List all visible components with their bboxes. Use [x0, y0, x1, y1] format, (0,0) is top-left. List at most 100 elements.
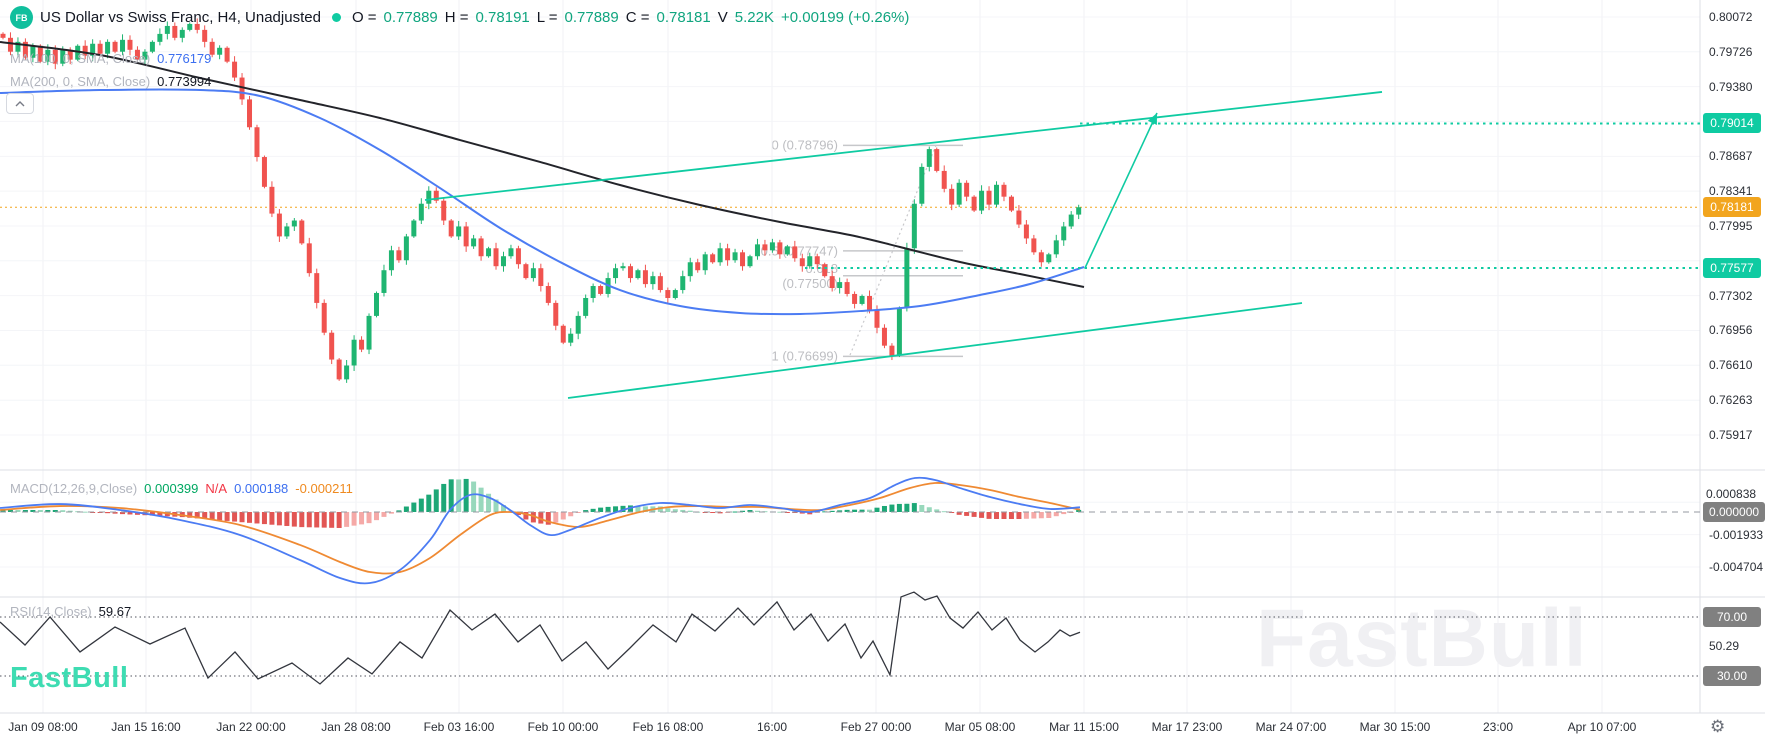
- candle-body: [105, 41, 111, 54]
- macd-hist-bar: [560, 512, 566, 520]
- candle-body: [1076, 207, 1082, 215]
- price-tick-label[interactable]: 0.79726: [1709, 44, 1753, 59]
- macd-hist-bar: [22, 510, 28, 512]
- settings-gear-icon[interactable]: ⚙: [1710, 717, 1726, 736]
- time-tick-label[interactable]: Feb 27 00:00: [840, 720, 912, 734]
- price-tick-label[interactable]: 0.75917: [1709, 428, 1753, 442]
- macd-hist-bar: [538, 512, 544, 524]
- macd-value: 0.000399: [144, 481, 199, 496]
- candle-body: [456, 226, 462, 237]
- change-value: +0.00199 (+0.26%): [780, 9, 910, 26]
- macd-hist-bar: [852, 509, 858, 512]
- macd-hist-bar: [15, 510, 21, 512]
- macd-hist-bar: [120, 512, 126, 515]
- macd-na-value: N/A: [205, 481, 228, 496]
- rsi-band-badge: 70.00: [1703, 607, 1761, 627]
- candle-body: [926, 149, 932, 167]
- time-tick-label[interactable]: Feb 03 16:00: [423, 720, 495, 734]
- macd-hist-bar: [149, 512, 155, 516]
- macd-hist-bar: [60, 510, 66, 512]
- time-tick-label[interactable]: 23:00: [1482, 720, 1514, 734]
- macd-tick-label[interactable]: -0.004704: [1709, 559, 1764, 574]
- macd-hist-bar: [217, 512, 223, 521]
- symbol-legend: FB US Dollar vs Swiss Franc, H4, Unadjus…: [10, 6, 909, 29]
- macd-hist-bar: [478, 487, 484, 512]
- time-tick-label[interactable]: Feb 16 08:00: [632, 720, 704, 734]
- candle-body: [725, 248, 731, 261]
- rsi-legend: RSI(14,Close) 59.67: [10, 604, 131, 619]
- candle-body: [695, 262, 701, 271]
- price-tick-label[interactable]: 0.78341: [1709, 184, 1753, 199]
- candle-body: [441, 200, 447, 221]
- price-tick-label[interactable]: 0.80072: [1709, 10, 1753, 24]
- candle-body: [1001, 184, 1007, 197]
- macd-hist-bar: [904, 503, 910, 512]
- time-tick-label[interactable]: Mar 11 15:00: [1049, 720, 1119, 734]
- time-tick-label[interactable]: Jan 22 00:00: [216, 720, 286, 734]
- time-tick-label[interactable]: Jan 28 08:00: [321, 720, 391, 734]
- candle-body: [635, 270, 641, 279]
- price-tick-label[interactable]: 0.77995: [1709, 218, 1753, 233]
- candle-body: [672, 290, 678, 298]
- candle-body: [7, 37, 13, 52]
- symbol-title: US Dollar vs Swiss Franc, H4, Unadjusted: [40, 9, 321, 26]
- candle-body: [919, 166, 925, 204]
- ma200-value: 0.773994: [157, 74, 212, 89]
- candle-body: [82, 45, 88, 56]
- macd-hist-bar: [403, 506, 409, 512]
- candle-body: [75, 45, 81, 60]
- candle-body: [418, 203, 424, 221]
- candle-body: [807, 256, 813, 267]
- macd-hist-bar: [956, 512, 962, 515]
- close-label: C =: [625, 9, 650, 26]
- price-tick-label[interactable]: 0.77302: [1709, 288, 1753, 303]
- macd-hist-bar: [964, 512, 970, 516]
- macd-hist-bar: [777, 511, 783, 513]
- candle-body: [986, 190, 992, 205]
- time-tick-label[interactable]: 16:00: [756, 720, 788, 734]
- macd-hist-bar: [448, 479, 454, 512]
- time-tick-label[interactable]: Mar 05 08:00: [944, 720, 1016, 734]
- macd-hist-bar: [732, 511, 738, 513]
- candle-body: [642, 270, 648, 285]
- time-tick-label[interactable]: Jan 15 16:00: [111, 720, 181, 734]
- ma100-line: [0, 88, 1085, 316]
- macd-hist-bar: [500, 505, 506, 512]
- macd-hist-bar: [321, 512, 327, 528]
- candle-body: [90, 43, 96, 56]
- candle-body: [187, 23, 193, 30]
- macd-hist-value: -0.000211: [295, 481, 353, 496]
- macd-hist-bar: [710, 512, 716, 513]
- macd-hist-bar: [1046, 512, 1052, 518]
- candle-body: [321, 302, 327, 333]
- time-tick-label[interactable]: Apr 10 07:00: [1567, 720, 1637, 734]
- candle-body: [896, 307, 902, 356]
- price-tick-label[interactable]: 0.79380: [1709, 79, 1753, 94]
- candle-body: [971, 196, 977, 211]
- watermark-large: FastBull: [1256, 593, 1588, 684]
- macd-hist-bar: [493, 499, 499, 512]
- macd-hist-bar: [994, 512, 1000, 520]
- price-tick-label[interactable]: 0.76610: [1709, 358, 1753, 373]
- time-tick-label[interactable]: Jan 09 08:00: [8, 720, 78, 734]
- collapse-legend-button[interactable]: [6, 93, 34, 114]
- macd-hist-bar: [545, 512, 551, 525]
- fib-level-label: 1 (0.76699): [771, 348, 839, 364]
- fastbull-logo-icon: FB: [10, 6, 33, 29]
- macd-hist-bar: [740, 510, 746, 512]
- candle-body: [1053, 240, 1059, 255]
- time-tick-label[interactable]: Mar 30 15:00: [1359, 720, 1431, 734]
- time-tick-label[interactable]: Feb 10 00:00: [527, 720, 599, 734]
- price-tick-label[interactable]: 0.76956: [1709, 323, 1753, 338]
- macd-hist-bar: [971, 512, 977, 517]
- price-tick-label[interactable]: 0.76263: [1709, 393, 1753, 408]
- macd-tick-label[interactable]: -0.001933: [1709, 527, 1764, 542]
- candle-body: [351, 339, 357, 366]
- macd-tick-label[interactable]: 0.000838: [1706, 487, 1757, 502]
- price-tick-label[interactable]: 0.78687: [1709, 149, 1753, 164]
- time-tick-label[interactable]: Mar 17 23:00: [1151, 720, 1223, 734]
- candle-body: [777, 242, 783, 255]
- rsi-tick-label[interactable]: 50.29: [1709, 639, 1740, 654]
- time-tick-label[interactable]: Mar 24 07:00: [1255, 720, 1327, 734]
